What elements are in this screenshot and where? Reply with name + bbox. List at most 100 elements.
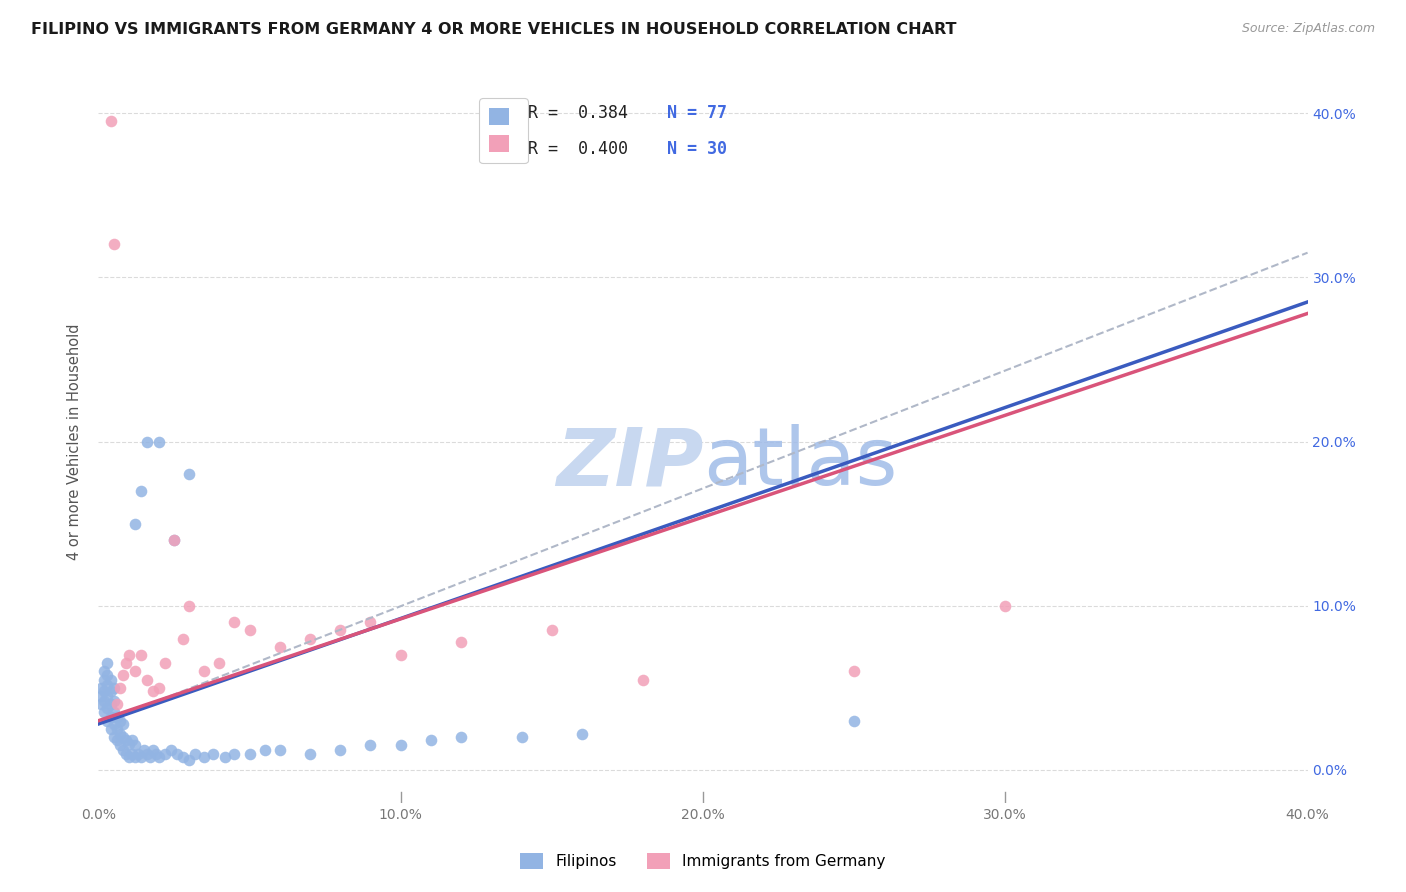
Point: [179, 467, 201, 482]
Point: [389, 648, 412, 662]
Point: [450, 635, 472, 649]
Point: [100, 698, 122, 712]
Point: [105, 733, 128, 747]
Point: [118, 737, 141, 751]
Point: [96, 714, 118, 728]
Point: [844, 714, 866, 728]
Point: [160, 743, 183, 757]
Point: [121, 733, 143, 747]
Point: [253, 743, 276, 757]
Point: [239, 624, 262, 638]
Point: [108, 681, 131, 695]
Point: [100, 684, 122, 698]
Point: [148, 434, 170, 449]
Text: N = 30: N = 30: [666, 140, 727, 158]
Point: [360, 615, 382, 630]
Point: [148, 749, 170, 764]
Point: [118, 648, 141, 662]
Point: [148, 681, 170, 695]
Point: [224, 615, 246, 630]
Point: [105, 722, 128, 736]
Point: [172, 749, 194, 764]
Point: [179, 753, 201, 767]
Point: [184, 747, 207, 761]
Point: [132, 743, 155, 757]
Text: R =  0.384: R = 0.384: [527, 104, 627, 122]
Text: atlas: atlas: [703, 425, 897, 502]
Point: [129, 483, 152, 498]
Point: [450, 730, 472, 744]
Point: [420, 733, 443, 747]
Point: [105, 710, 128, 724]
Point: [96, 677, 118, 691]
Point: [129, 749, 152, 764]
Point: [135, 434, 157, 449]
Point: [93, 665, 115, 679]
Point: [163, 533, 186, 547]
Point: [329, 743, 352, 757]
Text: N = 77: N = 77: [666, 104, 727, 122]
Point: [105, 698, 128, 712]
Point: [124, 665, 146, 679]
Point: [93, 684, 115, 698]
Text: FILIPINO VS IMMIGRANTS FROM GERMANY 4 OR MORE VEHICLES IN HOUSEHOLD CORRELATION : FILIPINO VS IMMIGRANTS FROM GERMANY 4 OR…: [31, 22, 956, 37]
Point: [127, 747, 149, 761]
Point: [166, 747, 188, 761]
Point: [100, 722, 122, 736]
Point: [153, 747, 176, 761]
Point: [269, 640, 291, 654]
Point: [108, 727, 131, 741]
Point: [142, 684, 165, 698]
Point: [114, 747, 136, 761]
Point: [124, 739, 146, 753]
Legend: , : ,: [479, 98, 527, 163]
Point: [103, 730, 125, 744]
Point: [100, 114, 122, 128]
Point: [111, 730, 134, 744]
Point: [90, 689, 112, 703]
Point: [108, 739, 131, 753]
Point: [153, 657, 176, 671]
Point: [179, 599, 201, 613]
Point: [103, 681, 125, 695]
Point: [124, 749, 146, 764]
Point: [111, 743, 134, 757]
Point: [389, 739, 412, 753]
Point: [540, 624, 562, 638]
Text: Source: ZipAtlas.com: Source: ZipAtlas.com: [1241, 22, 1375, 36]
Y-axis label: 4 or more Vehicles in Household: 4 or more Vehicles in Household: [67, 323, 83, 560]
Point: [90, 698, 112, 712]
Point: [96, 700, 118, 714]
Point: [269, 743, 291, 757]
Point: [100, 673, 122, 687]
Point: [844, 665, 866, 679]
Point: [193, 665, 215, 679]
Point: [329, 624, 352, 638]
Point: [111, 667, 134, 681]
Point: [299, 632, 322, 646]
Point: [121, 747, 143, 761]
Point: [360, 739, 382, 753]
Point: [93, 673, 115, 687]
Point: [118, 749, 141, 764]
Point: [631, 673, 654, 687]
Point: [96, 689, 118, 703]
Point: [193, 749, 215, 764]
Point: [139, 749, 162, 764]
Point: [93, 694, 115, 708]
Point: [214, 749, 236, 764]
Point: [224, 747, 246, 761]
Point: [111, 717, 134, 731]
Point: [172, 632, 194, 646]
Point: [124, 516, 146, 531]
Point: [93, 706, 115, 720]
Point: [103, 237, 125, 252]
Point: [135, 747, 157, 761]
Point: [96, 667, 118, 681]
Point: [994, 599, 1017, 613]
Point: [135, 673, 157, 687]
Point: [239, 747, 262, 761]
Point: [299, 747, 322, 761]
Point: [142, 743, 165, 757]
Point: [114, 657, 136, 671]
